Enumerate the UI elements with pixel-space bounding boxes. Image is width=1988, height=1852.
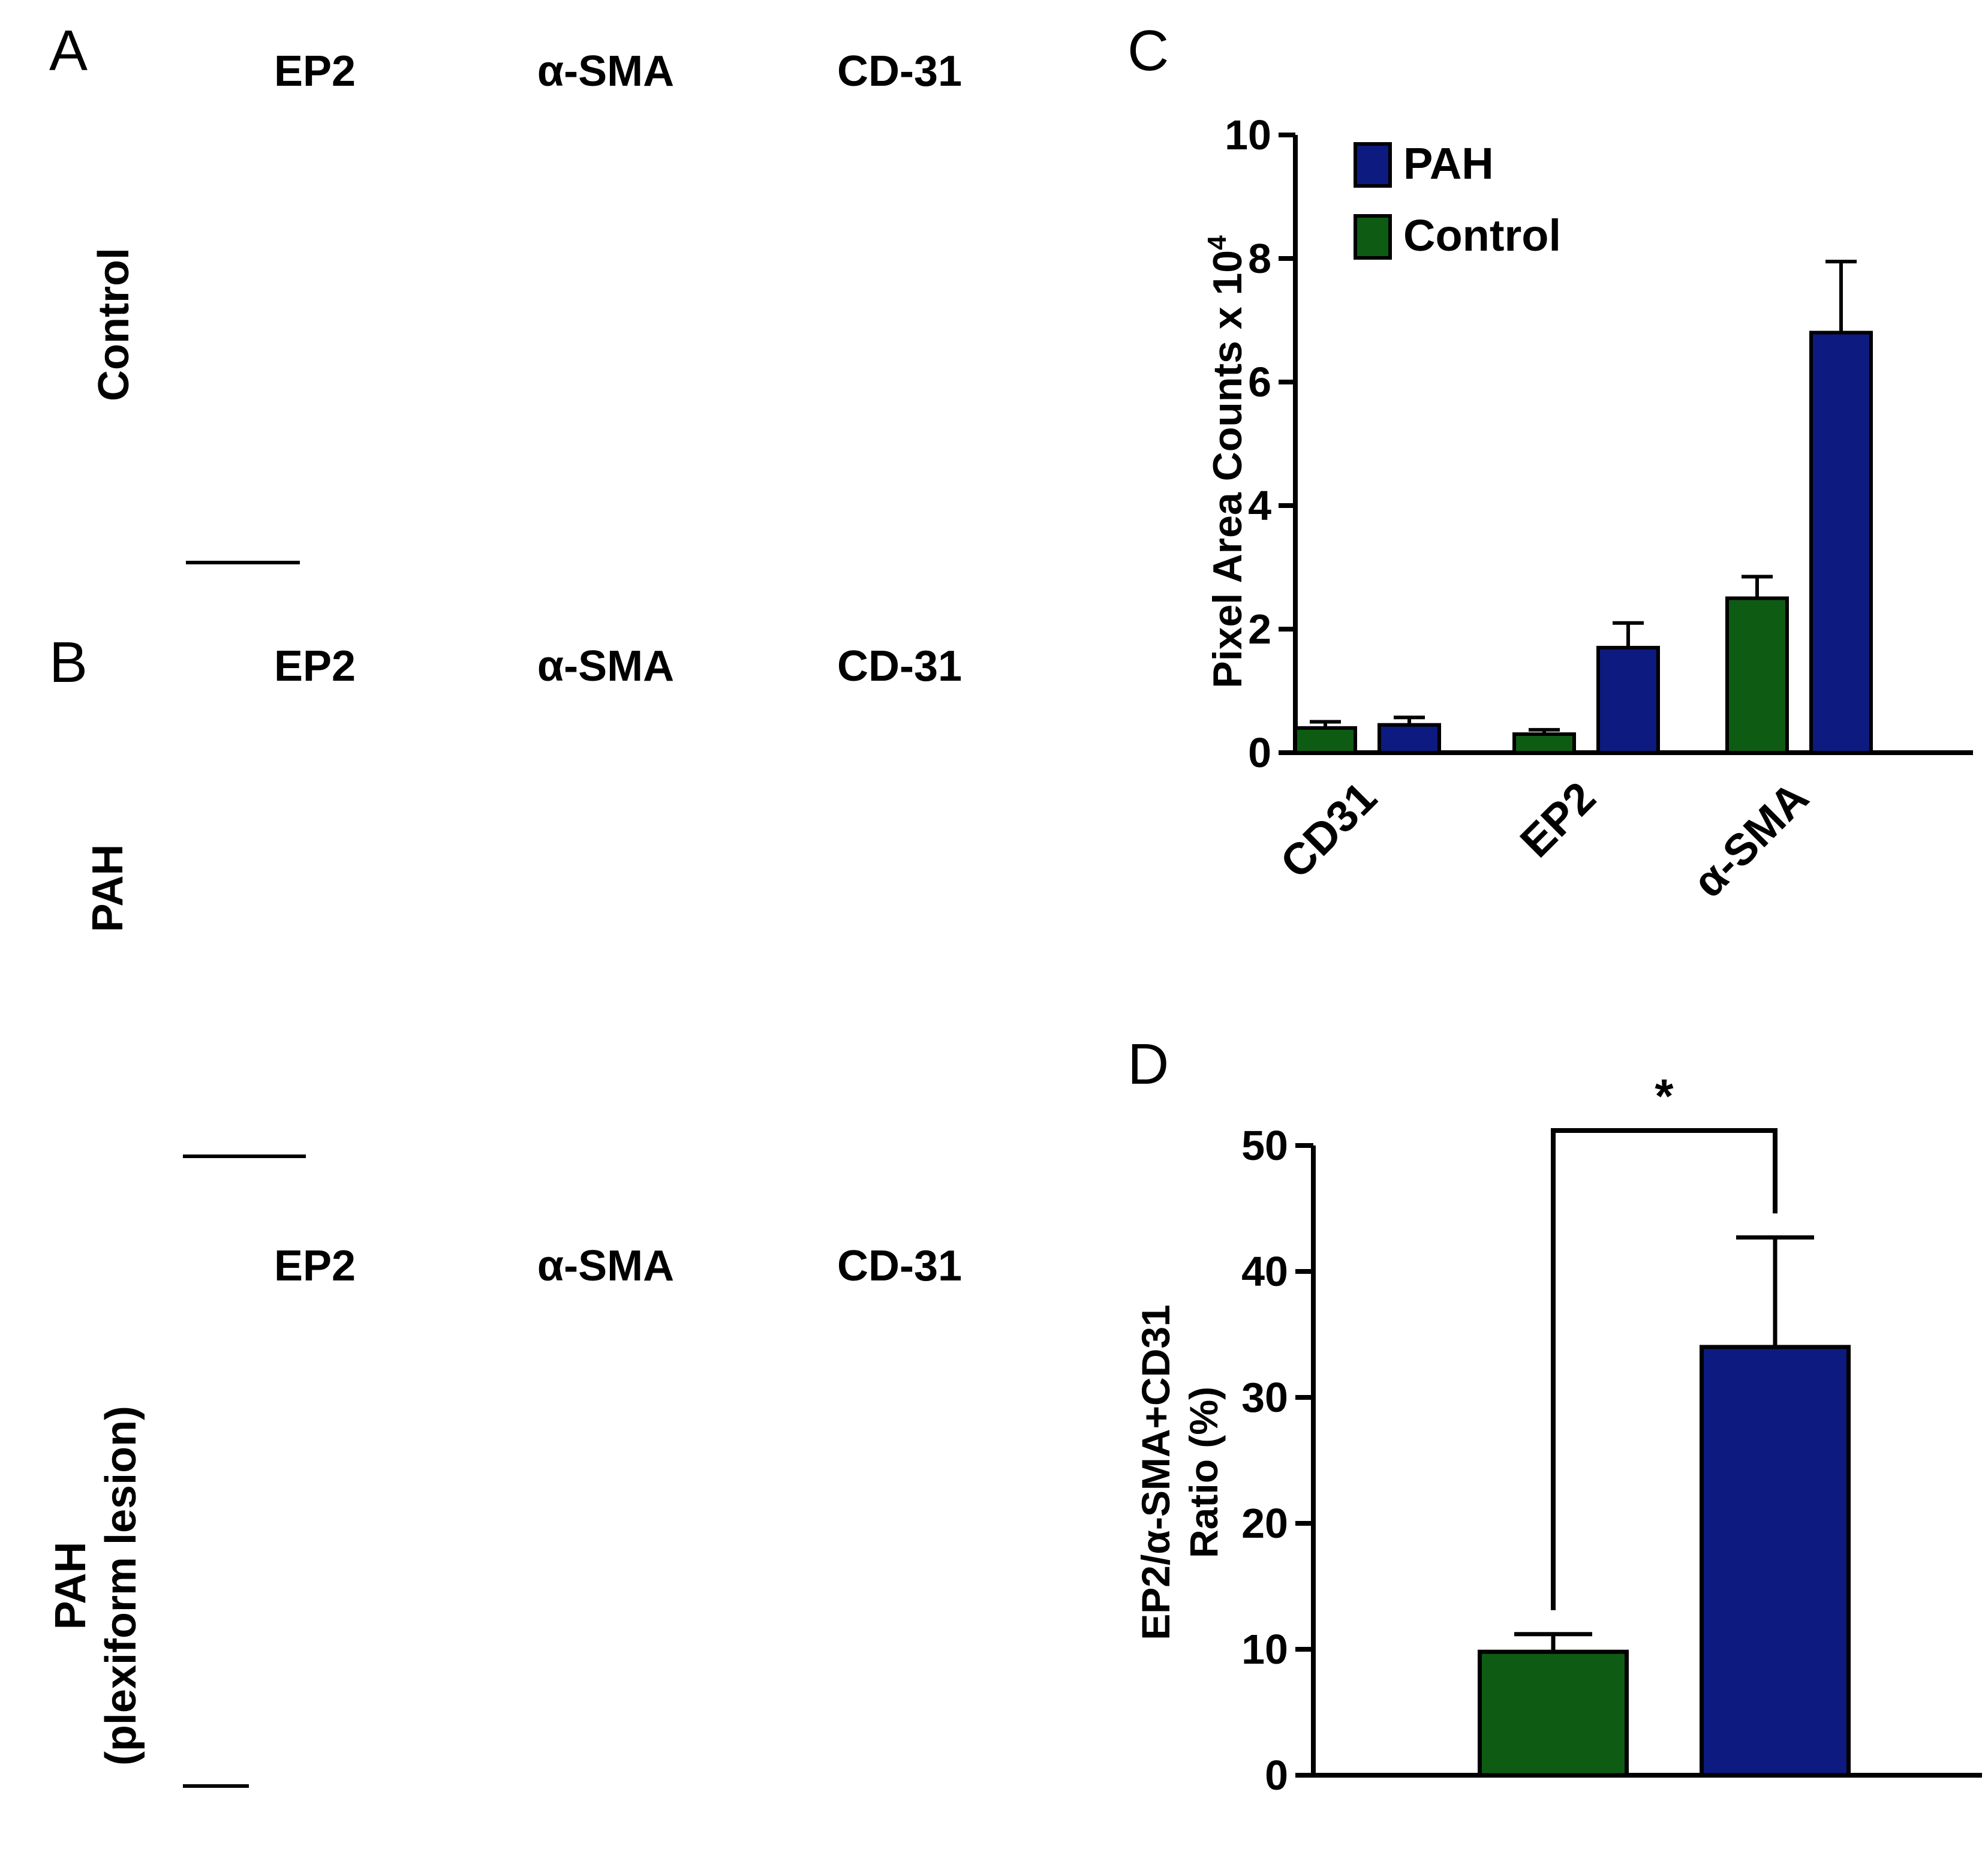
y-tick-label: 4: [1248, 482, 1271, 529]
col-title-cd31-b2: CD-31: [837, 1242, 963, 1290]
y-tick-label: 0: [1265, 1752, 1288, 1799]
panel-letter-b: B: [49, 630, 88, 694]
col-title-ep2-b2: EP2: [273, 1242, 356, 1290]
panel-letter-a: A: [49, 19, 88, 83]
y-tick-label: 40: [1241, 1248, 1288, 1295]
y-tick-label: 0: [1248, 729, 1271, 776]
bar-control-2: [1725, 596, 1789, 754]
y-axis-exponent: 4: [1202, 235, 1232, 250]
bar-pah-1: [1596, 645, 1660, 755]
x-tick-label: α-SMA: [1683, 772, 1818, 907]
bar-control-0: [1294, 726, 1357, 755]
x-tick-label: CD31: [1271, 772, 1386, 888]
chart-d-ratio: 0 10 20 30 40 50 EP2/α-SMA+CD31 Ratio (%) *: [1139, 1069, 1982, 1799]
row-label-plexiform-line2: (plexiform lesion): [97, 1405, 145, 1766]
bar-control: [1478, 1649, 1629, 1778]
scale-bar-b2: [183, 1784, 249, 1788]
y-axis-title: Pixel Area Counts x 104: [1202, 235, 1250, 689]
x-tick-label: EP2: [1511, 772, 1605, 867]
legend-label-pah: PAH: [1403, 139, 1494, 188]
y-tick-label: 10: [1241, 1626, 1288, 1673]
y-tick-label: 20: [1241, 1500, 1288, 1547]
y-axis-title-line1: EP2/α-SMA+CD31: [1139, 1304, 1178, 1640]
y-tick-label: 6: [1248, 359, 1271, 405]
bar-pah-0: [1378, 723, 1441, 755]
bar-control-1: [1512, 732, 1576, 754]
y-tick-label: 30: [1241, 1374, 1288, 1421]
row-label-control: Control: [90, 248, 138, 401]
col-title-asma-a: α-SMA: [537, 47, 675, 95]
row-label-plexiform: PAH (plexiform lesion): [46, 1346, 146, 1826]
y-tick-label: 8: [1248, 235, 1271, 282]
panel-letter-d: D: [1127, 1032, 1169, 1096]
bar-pah: [1700, 1345, 1851, 1778]
scale-bar-b: [183, 1155, 306, 1158]
significance-star: *: [1655, 1069, 1674, 1123]
col-title-cd31-b: CD-31: [837, 642, 963, 690]
col-title-cd31-a: CD-31: [837, 47, 963, 95]
bar-pah-2: [1809, 330, 1873, 755]
chart-c-pixel-area: 0 2 4 6 8 10 Pixel Area Counts x 104 CD31 EP2 α-S…: [1202, 112, 1973, 907]
significance-bracket: [1551, 1128, 1778, 1610]
panel-letter-c: C: [1127, 19, 1169, 83]
y-tick-label: 50: [1241, 1122, 1288, 1169]
col-title-ep2-b: EP2: [273, 642, 356, 690]
legend-label-control: Control: [1403, 211, 1561, 260]
row-label-pah: PAH: [84, 844, 132, 933]
scale-bar-a: [186, 561, 300, 564]
y-tick-label: 2: [1248, 606, 1271, 653]
col-title-ep2-a: EP2: [273, 47, 356, 95]
legend-swatch-control: [1354, 214, 1392, 260]
col-title-asma-b2: α-SMA: [537, 1242, 675, 1290]
y-axis-title-line2: Ratio (%): [1181, 1387, 1226, 1558]
row-label-plexiform-line1: PAH: [47, 1541, 95, 1630]
legend-swatch-pah: [1354, 142, 1392, 188]
col-title-asma-b: α-SMA: [537, 642, 675, 690]
y-tick-label: 10: [1225, 112, 1271, 158]
